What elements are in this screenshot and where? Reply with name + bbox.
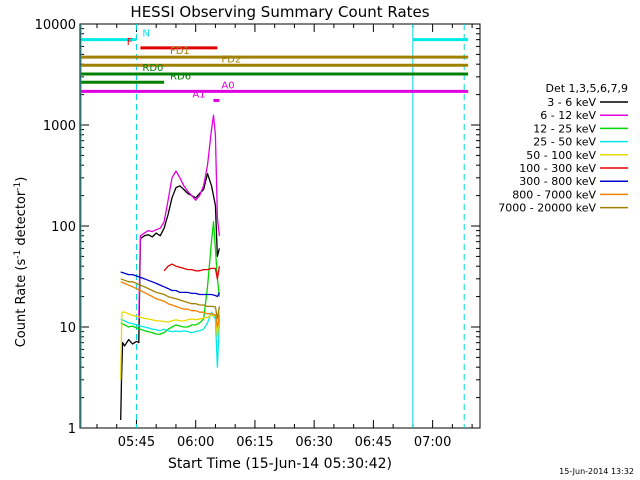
flag-label-rd0: RD0 — [142, 63, 163, 74]
x-tick-label: 07:00 — [414, 435, 451, 450]
legend-entry-label: 100 - 300 keV — [519, 162, 596, 175]
x-tick-label: 06:00 — [177, 435, 214, 450]
time-markers — [80, 24, 465, 428]
y-tick-label: 10000 — [35, 18, 76, 33]
y-label-sup-1: -1 — [13, 250, 23, 259]
series-line-2 — [138, 114, 221, 320]
legend-title: Det 1,3,5,6,7,9 — [545, 82, 628, 95]
x-tick-label: 05:45 — [118, 435, 155, 450]
flag-label-fd2: FD2 — [221, 54, 241, 65]
legend-entry-label: 50 - 100 keV — [526, 149, 596, 162]
y-tick-label: 1 — [68, 422, 76, 437]
y-axis: 1 10 100 1000 10000 — [35, 18, 480, 437]
series-line-1 — [120, 172, 221, 421]
y-label-sup-2: -1 — [13, 182, 23, 191]
legend-entry-label: 7000 - 20000 keV — [498, 202, 596, 215]
legend-entry-label: 300 - 800 keV — [519, 175, 596, 188]
y-tick-label: 1000 — [43, 119, 76, 134]
legend-entry-label: 6 - 12 keV — [540, 109, 596, 122]
series-line-7 — [120, 271, 220, 298]
series-group — [120, 114, 221, 421]
plot-frame — [79, 23, 481, 429]
y-label-part-3: ) — [14, 177, 29, 182]
series-line-8 — [120, 281, 221, 328]
x-tick-label: 06:45 — [355, 435, 392, 450]
plot-border — [79, 23, 481, 429]
series-line-3 — [120, 221, 221, 335]
x-tick-label: 06:15 — [236, 435, 273, 450]
flag-label-fd1: FD1 — [170, 46, 190, 57]
series-line-9 — [120, 278, 221, 320]
legend-entry-label: 12 - 25 keV — [533, 122, 596, 135]
flag-label-a0: A0 — [221, 80, 234, 91]
timestamp: 15-Jun-2014 13:32 — [559, 467, 634, 476]
y-label-part-2: detector — [14, 190, 29, 250]
flag-label-n: N — [142, 29, 149, 40]
legend-entry-label: 25 - 50 keV — [533, 136, 596, 149]
flag-label-a1: A1 — [192, 89, 205, 100]
flag-label-rd6: RD6 — [170, 71, 191, 82]
flag-bars: NF FD1 FD2 RD0 RD6 A0 A1 — [81, 29, 469, 102]
flag-label-f: F — [127, 37, 133, 48]
series-line-5 — [120, 311, 221, 380]
y-tick-label: 100 — [51, 220, 76, 235]
y-tick-label: 10 — [59, 321, 76, 336]
y-axis-label: Count Rate (s-1 detector-1) — [13, 177, 29, 348]
series-line-6 — [163, 263, 221, 280]
x-axis-label: Start Time (15-Jun-14 05:30:42) — [168, 456, 392, 472]
legend-entry-label: 3 - 6 keV — [547, 96, 596, 109]
x-axis: 05:45 06:00 06:15 06:30 06:45 07:00 — [96, 24, 473, 450]
x-tick-label: 06:30 — [295, 435, 332, 450]
chart-title: HESSI Observing Summary Count Rates — [130, 3, 429, 21]
y-label-part-1: Count Rate (s — [14, 259, 29, 348]
legend-entry-label: 800 - 7000 keV — [512, 188, 596, 201]
series-line-4 — [120, 311, 221, 368]
